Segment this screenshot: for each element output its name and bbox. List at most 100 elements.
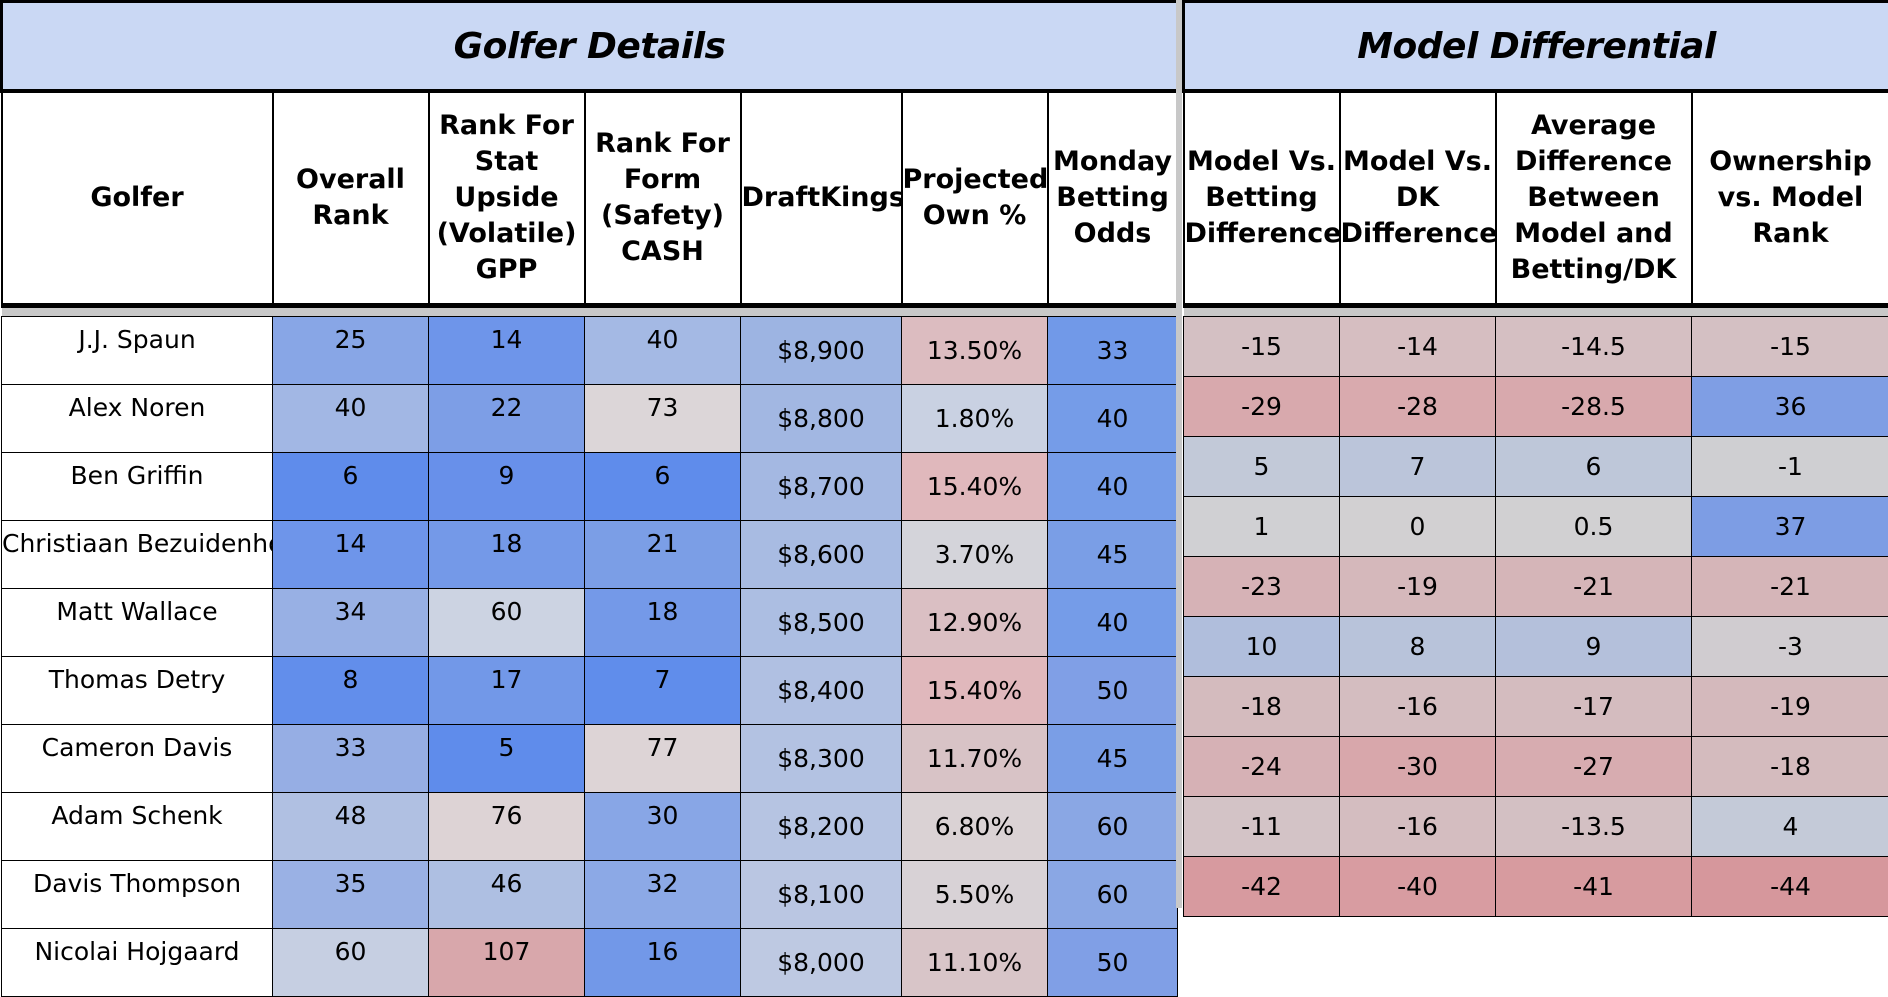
cell-draftkings-salary[interactable]: $8,900: [741, 317, 902, 385]
cell-average-difference[interactable]: -13.5: [1496, 797, 1692, 857]
header-golfer[interactable]: Golfer: [2, 91, 273, 306]
cell-ownership-vs-model[interactable]: -15: [1692, 317, 1888, 377]
cell-ownership-vs-model[interactable]: -18: [1692, 737, 1888, 797]
cell-model-vs-betting[interactable]: -24: [1184, 737, 1340, 797]
cell-model-vs-dk[interactable]: -16: [1340, 797, 1496, 857]
cell-projected-own[interactable]: 5.50%: [902, 861, 1048, 929]
cell-draftkings-salary[interactable]: $8,300: [741, 725, 902, 793]
cell-model-vs-dk[interactable]: -30: [1340, 737, 1496, 797]
cell-model-vs-betting[interactable]: 1: [1184, 497, 1340, 557]
cell-monday-odds[interactable]: 45: [1048, 521, 1178, 589]
cell-average-difference[interactable]: -28.5: [1496, 377, 1692, 437]
header-draftkings[interactable]: DraftKings: [741, 91, 902, 306]
cell-projected-own[interactable]: 1.80%: [902, 385, 1048, 453]
header-projected-own[interactable]: Projected Own %: [902, 91, 1048, 306]
cell-ownership-vs-model[interactable]: -3: [1692, 617, 1888, 677]
cell-rank-form[interactable]: 30: [585, 793, 741, 861]
cell-draftkings-salary[interactable]: $8,400: [741, 657, 902, 725]
cell-rank-stat-upside[interactable]: 46: [429, 861, 585, 929]
cell-projected-own[interactable]: 15.40%: [902, 453, 1048, 521]
cell-rank-stat-upside[interactable]: 17: [429, 657, 585, 725]
cell-ownership-vs-model[interactable]: 37: [1692, 497, 1888, 557]
cell-overall-rank[interactable]: 25: [273, 317, 429, 385]
cell-monday-odds[interactable]: 40: [1048, 589, 1178, 657]
cell-golfer[interactable]: Christiaan Bezuidenhout: [2, 521, 273, 589]
cell-rank-form[interactable]: 32: [585, 861, 741, 929]
cell-golfer[interactable]: Ben Griffin: [2, 453, 273, 521]
cell-overall-rank[interactable]: 35: [273, 861, 429, 929]
cell-rank-form[interactable]: 18: [585, 589, 741, 657]
cell-golfer[interactable]: Thomas Detry: [2, 657, 273, 725]
cell-average-difference[interactable]: 6: [1496, 437, 1692, 497]
cell-projected-own[interactable]: 6.80%: [902, 793, 1048, 861]
cell-draftkings-salary[interactable]: $8,000: [741, 929, 902, 997]
cell-ownership-vs-model[interactable]: -19: [1692, 677, 1888, 737]
cell-overall-rank[interactable]: 48: [273, 793, 429, 861]
cell-average-difference[interactable]: -17: [1496, 677, 1692, 737]
cell-monday-odds[interactable]: 40: [1048, 453, 1178, 521]
cell-projected-own[interactable]: 3.70%: [902, 521, 1048, 589]
header-monday-odds[interactable]: Monday Betting Odds: [1048, 91, 1178, 306]
cell-golfer[interactable]: Matt Wallace: [2, 589, 273, 657]
cell-model-vs-betting[interactable]: 5: [1184, 437, 1340, 497]
cell-golfer[interactable]: Alex Noren: [2, 385, 273, 453]
cell-projected-own[interactable]: 15.40%: [902, 657, 1048, 725]
cell-ownership-vs-model[interactable]: 4: [1692, 797, 1888, 857]
header-overall-rank[interactable]: Overall Rank: [273, 91, 429, 306]
cell-overall-rank[interactable]: 6: [273, 453, 429, 521]
header-ownership-vs-model[interactable]: Ownership vs. Model Rank: [1692, 91, 1888, 306]
cell-overall-rank[interactable]: 34: [273, 589, 429, 657]
cell-rank-stat-upside[interactable]: 5: [429, 725, 585, 793]
cell-draftkings-salary[interactable]: $8,200: [741, 793, 902, 861]
cell-monday-odds[interactable]: 50: [1048, 929, 1178, 997]
cell-monday-odds[interactable]: 60: [1048, 861, 1178, 929]
cell-monday-odds[interactable]: 40: [1048, 385, 1178, 453]
cell-model-vs-betting[interactable]: -18: [1184, 677, 1340, 737]
cell-overall-rank[interactable]: 40: [273, 385, 429, 453]
cell-model-vs-dk[interactable]: 8: [1340, 617, 1496, 677]
cell-rank-stat-upside[interactable]: 76: [429, 793, 585, 861]
cell-projected-own[interactable]: 13.50%: [902, 317, 1048, 385]
cell-model-vs-dk[interactable]: 0: [1340, 497, 1496, 557]
cell-draftkings-salary[interactable]: $8,600: [741, 521, 902, 589]
cell-rank-form[interactable]: 77: [585, 725, 741, 793]
cell-rank-form[interactable]: 73: [585, 385, 741, 453]
cell-model-vs-dk[interactable]: -28: [1340, 377, 1496, 437]
cell-projected-own[interactable]: 11.10%: [902, 929, 1048, 997]
cell-model-vs-betting[interactable]: -11: [1184, 797, 1340, 857]
cell-golfer[interactable]: Cameron Davis: [2, 725, 273, 793]
cell-rank-form[interactable]: 40: [585, 317, 741, 385]
cell-model-vs-betting[interactable]: -29: [1184, 377, 1340, 437]
cell-rank-form[interactable]: 6: [585, 453, 741, 521]
header-rank-form[interactable]: Rank For Form (Safety) CASH: [585, 91, 741, 306]
cell-projected-own[interactable]: 11.70%: [902, 725, 1048, 793]
cell-golfer[interactable]: Adam Schenk: [2, 793, 273, 861]
cell-monday-odds[interactable]: 33: [1048, 317, 1178, 385]
header-model-vs-dk[interactable]: Model Vs. DK Difference: [1340, 91, 1496, 306]
cell-golfer[interactable]: Nicolai Hojgaard: [2, 929, 273, 997]
cell-projected-own[interactable]: 12.90%: [902, 589, 1048, 657]
header-model-vs-betting[interactable]: Model Vs. Betting Difference: [1184, 91, 1340, 306]
cell-rank-stat-upside[interactable]: 60: [429, 589, 585, 657]
cell-rank-form[interactable]: 21: [585, 521, 741, 589]
cell-ownership-vs-model[interactable]: -1: [1692, 437, 1888, 497]
cell-draftkings-salary[interactable]: $8,100: [741, 861, 902, 929]
cell-monday-odds[interactable]: 50: [1048, 657, 1178, 725]
cell-average-difference[interactable]: 0.5: [1496, 497, 1692, 557]
cell-draftkings-salary[interactable]: $8,500: [741, 589, 902, 657]
cell-overall-rank[interactable]: 8: [273, 657, 429, 725]
cell-golfer[interactable]: Davis Thompson: [2, 861, 273, 929]
cell-model-vs-dk[interactable]: -19: [1340, 557, 1496, 617]
header-rank-stat-upside[interactable]: Rank For Stat Upside (Volatile) GPP: [429, 91, 585, 306]
cell-golfer[interactable]: J.J. Spaun: [2, 317, 273, 385]
cell-monday-odds[interactable]: 45: [1048, 725, 1178, 793]
cell-rank-stat-upside[interactable]: 18: [429, 521, 585, 589]
cell-model-vs-dk[interactable]: -16: [1340, 677, 1496, 737]
cell-ownership-vs-model[interactable]: -21: [1692, 557, 1888, 617]
cell-model-vs-dk[interactable]: 7: [1340, 437, 1496, 497]
cell-rank-form[interactable]: 16: [585, 929, 741, 997]
cell-average-difference[interactable]: -14.5: [1496, 317, 1692, 377]
cell-average-difference[interactable]: -27: [1496, 737, 1692, 797]
cell-monday-odds[interactable]: 60: [1048, 793, 1178, 861]
cell-model-vs-betting[interactable]: -23: [1184, 557, 1340, 617]
